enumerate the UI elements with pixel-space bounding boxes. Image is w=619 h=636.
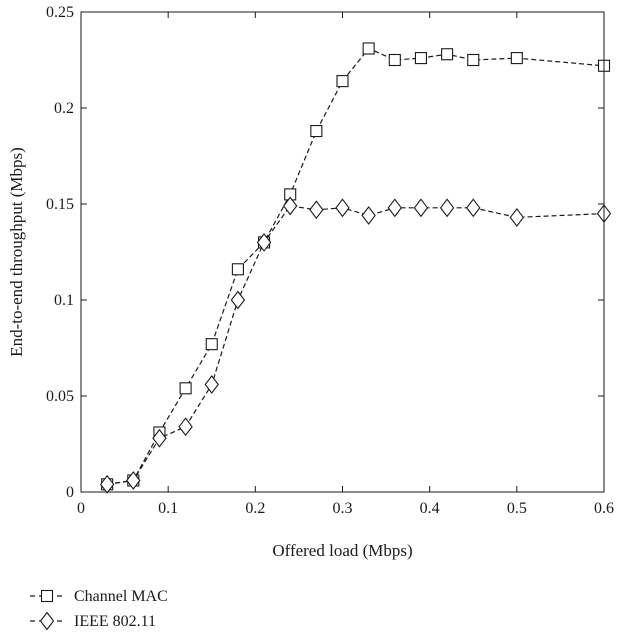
series-group — [99, 42, 612, 494]
y-tick-label: 0.15 — [46, 196, 74, 213]
legend-marker — [39, 611, 55, 631]
x-axis-label: Offered load (Mbps) — [272, 541, 412, 560]
data-point — [414, 52, 428, 65]
series-line — [107, 205, 605, 485]
legend-label: IEEE 802.11 — [74, 613, 156, 630]
series-diamond — [99, 196, 612, 494]
data-point — [205, 338, 218, 351]
data-point — [178, 417, 193, 437]
data-point — [310, 124, 323, 138]
legend: Channel MAC IEEE 802.11 — [30, 588, 168, 631]
y-axis-ticks: 0 0.05 0.1 0.15 0.2 0.25 — [46, 4, 604, 501]
data-point — [126, 471, 141, 490]
data-point — [256, 232, 272, 252]
data-point — [204, 375, 219, 394]
x-tick-label: 0 — [77, 500, 85, 517]
legend-item: Channel MAC — [30, 588, 168, 605]
data-point — [179, 382, 192, 395]
y-tick-label: 0.25 — [46, 4, 74, 21]
x-tick-label: 0.5 — [507, 500, 527, 517]
x-tick-label: 0.1 — [158, 500, 178, 517]
series-square — [101, 42, 611, 491]
data-point — [387, 198, 402, 218]
x-tick-label: 0.6 — [594, 500, 614, 517]
data-point — [361, 206, 376, 225]
data-point — [336, 75, 349, 88]
data-point — [362, 42, 375, 55]
data-point — [309, 200, 324, 220]
data-point — [466, 198, 481, 218]
data-point — [152, 428, 167, 448]
plot-frame — [80, 11, 605, 493]
legend-marker — [40, 589, 54, 603]
data-point — [439, 198, 455, 218]
data-point — [230, 290, 246, 310]
data-point — [509, 208, 525, 227]
data-point — [283, 196, 298, 216]
data-point — [231, 263, 244, 276]
y-tick-label: 0 — [66, 484, 74, 501]
x-tick-label: 0.2 — [245, 500, 265, 517]
data-point — [99, 474, 115, 494]
data-point — [510, 52, 523, 65]
data-point — [441, 48, 454, 61]
legend-item: IEEE 802.11 — [30, 611, 156, 631]
data-point — [467, 53, 480, 67]
data-point — [335, 198, 350, 218]
y-tick-label: 0.2 — [54, 100, 74, 117]
x-tick-label: 0.4 — [420, 500, 440, 517]
y-axis-label: End-to-end throughput (Mbps) — [7, 147, 26, 357]
x-tick-label: 0.3 — [333, 500, 353, 517]
series-line — [107, 47, 605, 485]
y-tick-label: 0.05 — [46, 388, 74, 405]
data-point — [388, 53, 401, 67]
data-point — [413, 198, 429, 218]
y-tick-label: 0.1 — [54, 292, 74, 309]
legend-label: Channel MAC — [74, 588, 168, 605]
